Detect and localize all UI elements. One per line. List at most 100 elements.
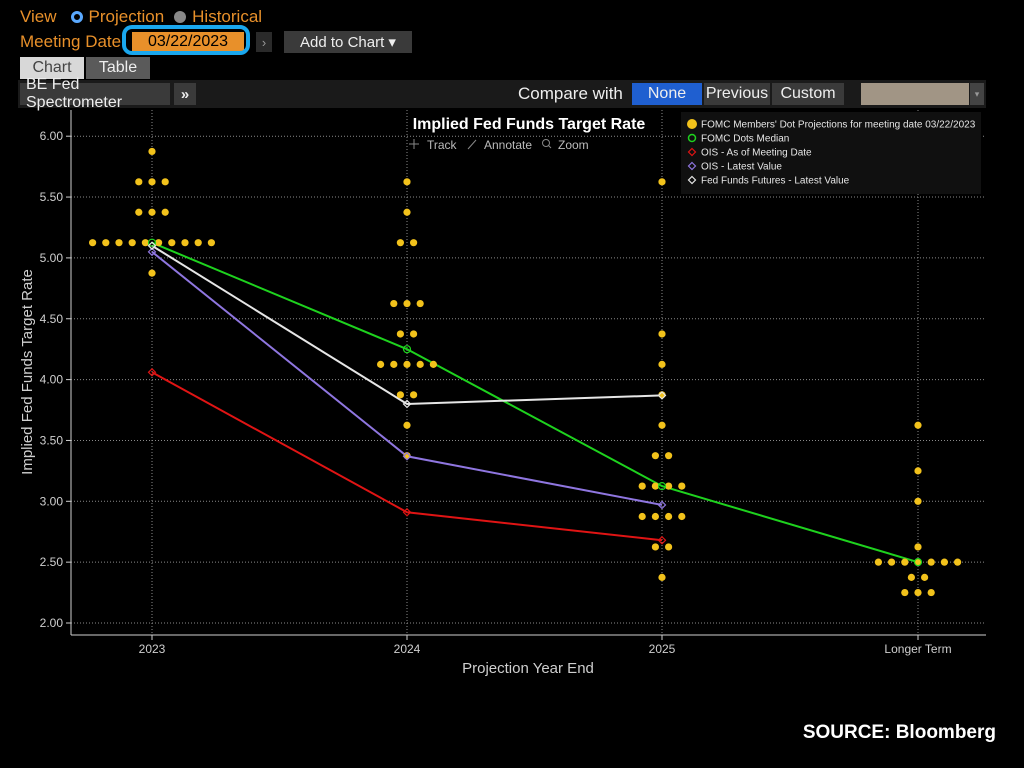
historical-label[interactable]: Historical xyxy=(192,7,263,26)
dot-projection xyxy=(416,299,424,308)
dot-projection xyxy=(410,391,418,399)
dot-projection xyxy=(161,208,169,216)
dot-projection xyxy=(914,558,922,566)
zoom-label: Zoom xyxy=(558,138,589,152)
projection-label[interactable]: Projection xyxy=(88,7,165,26)
futures-line xyxy=(151,244,663,405)
dot-projection xyxy=(429,360,437,368)
y-tick-labels: 2.00 2.50 3.00 3.50 4.00 4.50 5.00 5.50 6.00 xyxy=(40,129,71,630)
dot-projection xyxy=(658,178,666,186)
y-tick-label: 4.50 xyxy=(40,312,64,326)
tab-chart[interactable]: Chart xyxy=(20,57,84,79)
dot-projection xyxy=(651,482,660,490)
dot-projection xyxy=(927,558,935,566)
dot-projection xyxy=(638,482,646,490)
dot-projection xyxy=(658,360,666,368)
dot-projection xyxy=(901,588,909,597)
dot-projection xyxy=(658,573,666,581)
tab-table[interactable]: Table xyxy=(86,57,150,79)
dot-projection xyxy=(396,330,404,338)
dot-projection xyxy=(403,421,411,429)
y-tick-label: 2.50 xyxy=(40,555,64,569)
add-to-chart-button[interactable]: Add to Chart ▾ xyxy=(284,31,412,53)
dot-projection xyxy=(921,573,929,581)
x-tick-labels: 2023 2024 2025 Longer Term xyxy=(139,635,952,656)
dot-projection xyxy=(914,588,922,597)
compare-none-button[interactable]: None xyxy=(632,83,702,105)
dot-projection xyxy=(194,239,202,247)
view-tabs: Chart Table xyxy=(20,57,150,79)
dot-projection xyxy=(148,147,156,156)
dot-projection xyxy=(403,178,411,186)
meeting-date-field[interactable]: 03/22/2023 xyxy=(122,25,250,55)
dot-projection xyxy=(410,239,418,247)
legend-diamond-icon xyxy=(687,147,697,157)
x-tick-label: 2025 xyxy=(649,642,676,656)
dot-projection xyxy=(914,467,922,475)
median-point xyxy=(402,345,412,354)
dot-projection xyxy=(377,360,385,368)
annotate-tool[interactable]: Annotate xyxy=(467,138,532,152)
dot-projection xyxy=(168,239,176,247)
dot-projection xyxy=(102,239,110,247)
y-tick-label: 4.00 xyxy=(40,373,64,387)
custom-compare-dropdown[interactable] xyxy=(861,83,969,105)
median-point xyxy=(147,238,157,247)
y-tick-label: 3.00 xyxy=(40,494,64,508)
dot-projection xyxy=(403,208,411,216)
futures-point xyxy=(657,391,667,400)
zoom-tool[interactable]: Zoom xyxy=(542,138,589,152)
magnifier-icon xyxy=(542,139,552,149)
y-tick-label: 5.50 xyxy=(40,190,64,204)
dot-projection xyxy=(651,512,660,521)
dropdown-arrow-icon[interactable]: ▾ xyxy=(970,83,984,105)
view-label: View xyxy=(20,7,57,26)
legend-dot-icon xyxy=(687,119,697,129)
meeting-date-value: 03/22/2023 xyxy=(147,33,229,50)
dot-projection xyxy=(940,558,949,566)
dot-projection xyxy=(665,543,673,551)
median-line xyxy=(151,241,919,564)
dot-projections xyxy=(89,147,962,597)
next-date-button[interactable]: › xyxy=(256,32,272,52)
track-tool[interactable]: Track xyxy=(409,138,458,152)
dot-projection xyxy=(390,360,398,368)
dot-projection xyxy=(651,452,660,460)
dot-projection xyxy=(927,588,935,597)
double-chevron-icon[interactable]: » xyxy=(174,83,196,105)
dot-projection xyxy=(914,421,922,429)
legend-label: Fed Funds Futures - Latest Value xyxy=(701,176,850,187)
meeting-date-label: Meeting Date xyxy=(20,32,122,51)
legend-background xyxy=(681,112,981,194)
dot-projection xyxy=(155,239,163,247)
y-tick-label: 6.00 xyxy=(40,129,64,143)
meeting-date-row: Meeting Date 03/22/2023 › Add to Chart ▾ xyxy=(20,25,412,55)
dot-projection xyxy=(658,421,666,429)
projection-radio[interactable] xyxy=(70,11,83,23)
compare-label: Compare with xyxy=(518,84,623,103)
dot-projection xyxy=(678,512,686,521)
compare-previous-button[interactable]: Previous xyxy=(704,83,770,105)
series-lines xyxy=(151,241,919,564)
historical-radio[interactable] xyxy=(174,11,187,23)
median-point xyxy=(913,558,923,567)
dot-projection xyxy=(148,208,156,216)
chart-title: Implied Fed Funds Target Rate xyxy=(413,116,646,133)
ois-latest-point xyxy=(147,247,157,257)
x-tick-label: 2024 xyxy=(394,642,421,656)
compare-custom-button[interactable]: Custom xyxy=(772,83,844,105)
source-note: SOURCE: Bloomberg xyxy=(802,722,996,743)
ois-latest-line xyxy=(151,251,663,506)
dot-projection xyxy=(874,558,883,566)
dot-projection xyxy=(89,239,97,247)
chart-toolbar: BE Fed Spectrometer » Compare with None … xyxy=(18,76,986,111)
dot-projection xyxy=(148,178,156,186)
dot-projection xyxy=(390,299,398,308)
legend-label: FOMC Dots Median xyxy=(701,134,789,145)
y-tick-label: 2.00 xyxy=(40,616,64,630)
legend-diamond-icon xyxy=(687,161,697,171)
dot-projection xyxy=(403,360,411,368)
view-selector: View Projection Historical xyxy=(20,6,262,28)
crosshair-icon xyxy=(409,139,419,149)
